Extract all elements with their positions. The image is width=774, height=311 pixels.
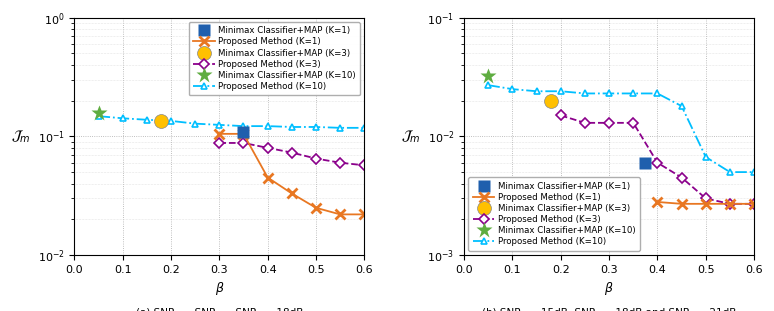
Proposed Method (K=1) [214,132,224,136]
Proposed Method (K=3) [335,161,344,165]
Proposed Method (K=3) [701,197,711,200]
Proposed Method (K=10) [557,89,566,93]
Proposed Method (K=1) [287,192,296,195]
Proposed Method (K=10) [118,116,128,120]
Proposed Method (K=10) [311,125,320,129]
Proposed Method (K=3) [311,157,320,160]
Proposed Method (K=10) [190,122,200,126]
Line: Proposed Method (K=10): Proposed Method (K=10) [95,113,368,131]
Proposed Method (K=10) [701,155,711,159]
Proposed Method (K=10) [142,118,152,122]
Proposed Method (K=10) [166,119,176,123]
Text: (a) SNR₁ = SNR₂ = SNR₃ = 18dB: (a) SNR₁ = SNR₂ = SNR₃ = 18dB [135,307,303,311]
Proposed Method (K=10) [652,91,662,95]
Line: Proposed Method (K=1): Proposed Method (K=1) [652,197,759,209]
Line: Proposed Method (K=1): Proposed Method (K=1) [214,129,369,219]
Proposed Method (K=1) [749,202,759,206]
Proposed Method (K=3) [725,202,735,206]
Proposed Method (K=1) [239,132,248,136]
Proposed Method (K=10) [214,123,224,127]
Proposed Method (K=10) [239,124,248,128]
Proposed Method (K=1) [725,202,735,206]
Text: (b) SNR₁ = 15dB, SNR₂ = 18dB and SNR₃ = 21dB: (b) SNR₁ = 15dB, SNR₂ = 18dB and SNR₃ = … [482,307,736,311]
Proposed Method (K=10) [287,125,296,129]
Legend: Minimax Classifier+MAP (K=1), Proposed Method (K=1), Minimax Classifier+MAP (K=3: Minimax Classifier+MAP (K=1), Proposed M… [189,22,360,95]
Proposed Method (K=1) [311,206,320,210]
Proposed Method (K=1) [360,212,369,216]
Line: Proposed Method (K=3): Proposed Method (K=3) [216,139,368,169]
Proposed Method (K=3) [360,164,369,167]
Proposed Method (K=10) [94,114,103,118]
Proposed Method (K=1) [677,202,687,206]
Proposed Method (K=10) [263,124,272,128]
X-axis label: $\beta$: $\beta$ [604,280,614,297]
Line: Proposed Method (K=10): Proposed Method (K=10) [485,82,758,175]
Proposed Method (K=3) [652,161,662,165]
Proposed Method (K=10) [484,83,493,87]
Proposed Method (K=1) [652,200,662,204]
Proposed Method (K=3) [263,146,272,150]
Proposed Method (K=3) [580,121,590,125]
Legend: Minimax Classifier+MAP (K=1), Proposed Method (K=1), Minimax Classifier+MAP (K=3: Minimax Classifier+MAP (K=1), Proposed M… [468,177,639,251]
Proposed Method (K=3) [628,121,638,125]
Proposed Method (K=10) [749,170,759,174]
Proposed Method (K=3) [557,114,566,117]
Proposed Method (K=10) [508,87,517,91]
Proposed Method (K=3) [287,151,296,155]
Proposed Method (K=10) [628,91,638,95]
Line: Proposed Method (K=3): Proposed Method (K=3) [557,112,758,207]
Proposed Method (K=3) [749,202,759,206]
Proposed Method (K=1) [335,212,344,216]
Y-axis label: $\mathcal{J}_m$: $\mathcal{J}_m$ [11,128,31,145]
Proposed Method (K=1) [263,176,272,179]
Proposed Method (K=3) [214,141,224,145]
Proposed Method (K=10) [360,126,369,130]
X-axis label: $\beta$: $\beta$ [214,280,224,297]
Proposed Method (K=10) [335,126,344,130]
Proposed Method (K=3) [604,121,614,125]
Proposed Method (K=3) [239,141,248,145]
Proposed Method (K=10) [677,104,687,108]
Proposed Method (K=10) [532,89,541,93]
Proposed Method (K=10) [604,91,614,95]
Proposed Method (K=10) [580,91,590,95]
Y-axis label: $\mathcal{J}_m$: $\mathcal{J}_m$ [401,128,420,145]
Proposed Method (K=3) [677,176,687,179]
Proposed Method (K=1) [701,202,711,206]
Proposed Method (K=10) [725,170,735,174]
